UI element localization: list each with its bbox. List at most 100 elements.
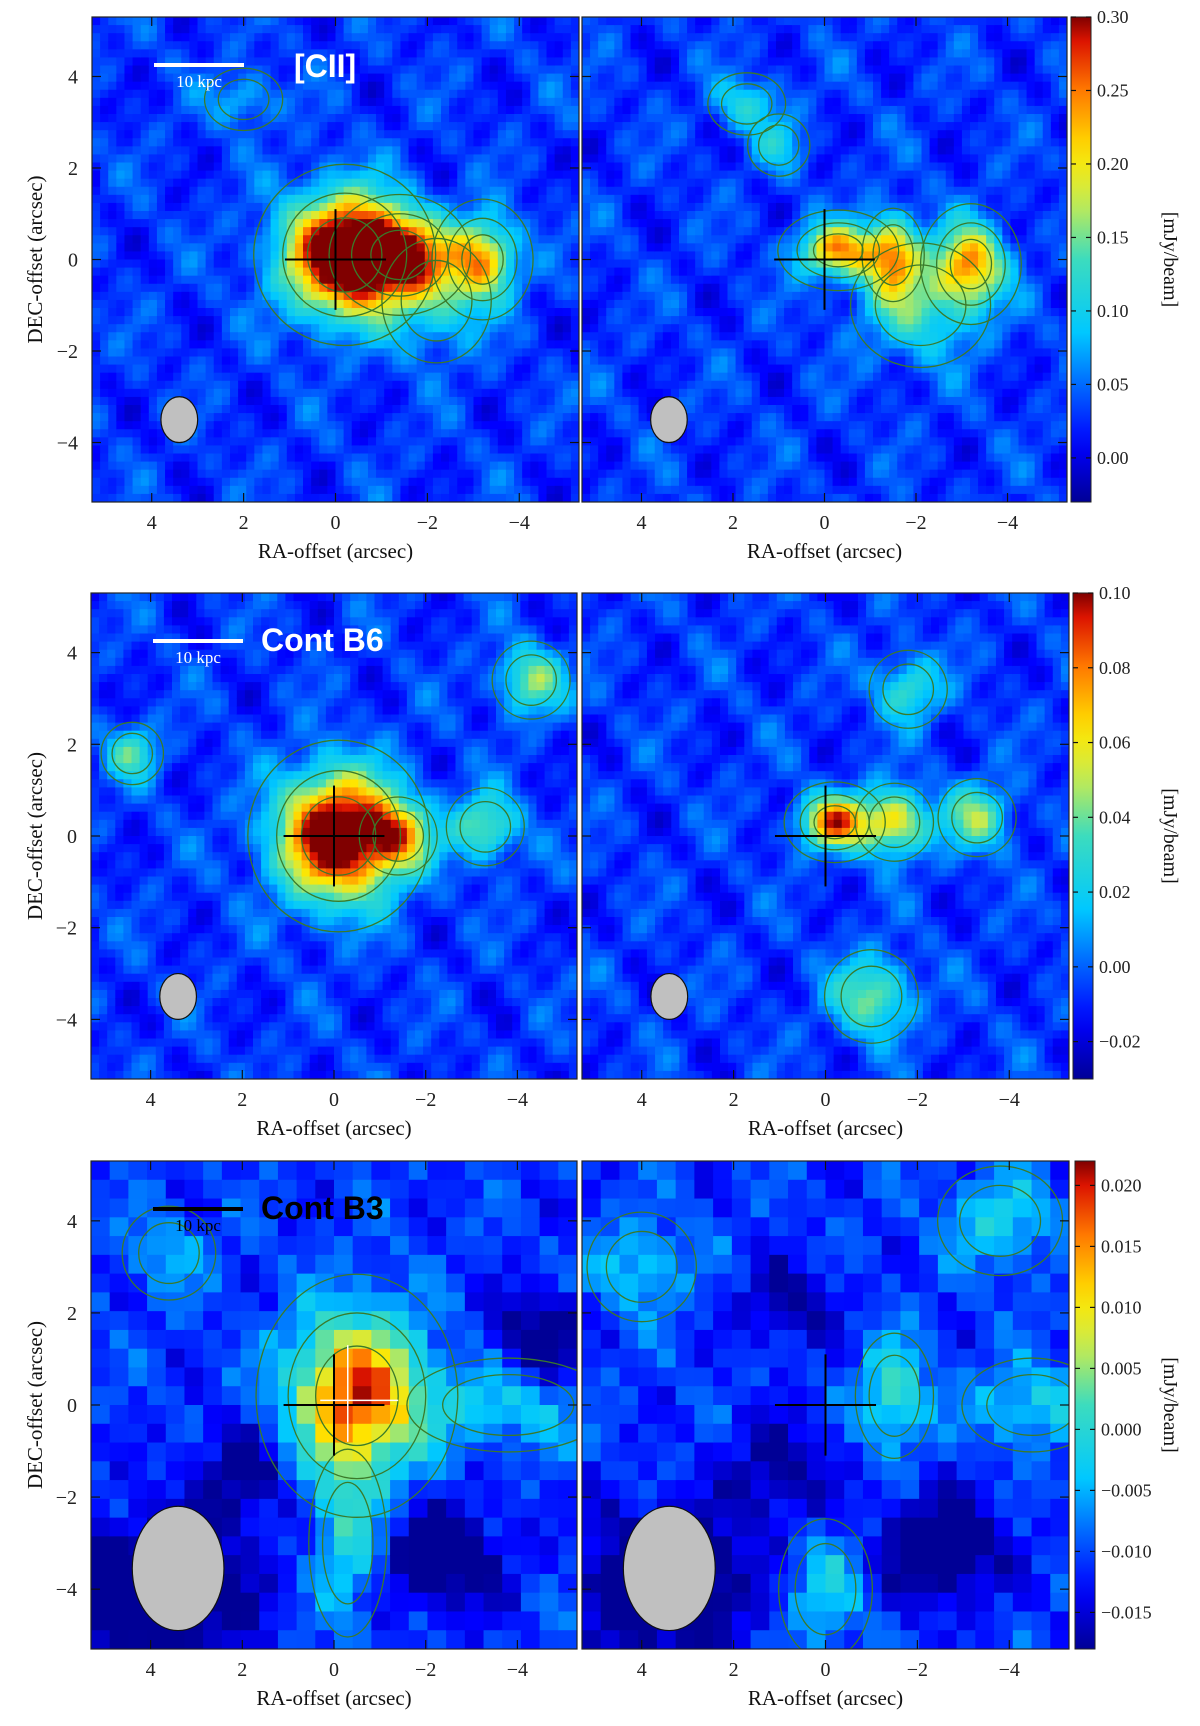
colorbar-tick-label: 0.10	[1097, 301, 1129, 321]
y-tick-label: −2	[57, 341, 78, 363]
colorbar-tick-label: 0.25	[1097, 80, 1129, 100]
y-tick-label: 4	[67, 1211, 77, 1233]
row-0: 4 2 0 −2 −4 4 2 0 −2 −4 RA-offset (arcsec) DEC-offs…	[23, 7, 1181, 563]
colorbar-tick-label: 0.30	[1097, 7, 1129, 27]
colorbar-tick-label: 0.08	[1099, 658, 1131, 678]
contour	[854, 1332, 935, 1460]
beam-ellipse	[622, 1505, 716, 1632]
contour	[400, 259, 473, 342]
x-tick-label: 2	[729, 1659, 739, 1681]
x-tick-label: −4	[997, 512, 1018, 534]
x-tick-label: 4	[147, 512, 157, 534]
contour	[757, 124, 800, 166]
contour	[586, 1211, 698, 1323]
colorbar-tick-label: 0.06	[1099, 733, 1131, 753]
panel-tag: [CII]	[294, 48, 356, 84]
x-axis-label: RA-offset (arcsec)	[748, 1116, 903, 1140]
contour	[986, 1373, 1069, 1437]
y-axis-label: DEC-offset (arcsec)	[23, 752, 47, 920]
contour	[406, 1357, 577, 1453]
colorbar: 0.00 0.05 0.10 0.15 0.20 0.25 0.30 [mJy/beam]	[1070, 7, 1181, 503]
contour	[823, 949, 919, 1044]
x-tick-label: 0	[331, 512, 341, 534]
contour	[308, 1448, 388, 1638]
x-tick-label: −2	[415, 1089, 436, 1111]
x-axis-label: RA-offset (arcsec)	[256, 1686, 411, 1710]
contour	[461, 234, 504, 285]
x-tick-label: −4	[507, 1659, 528, 1681]
colorbar-gradient	[1070, 16, 1092, 503]
beam-ellipse	[159, 972, 198, 1020]
x-tick-label: −2	[417, 512, 438, 534]
intensity-map	[582, 1161, 1069, 1649]
x-axis-label: RA-offset (arcsec)	[748, 1686, 903, 1710]
colorbar-tick-label: 0.000	[1101, 1419, 1142, 1439]
panel-2-left: 4 2 0 −2 −4 4 2 0 −2 −4 RA-offset (arcsec) DEC-offs…	[23, 1160, 578, 1710]
contour	[959, 1184, 1042, 1257]
x-tick-label: −4	[509, 512, 530, 534]
panel-1-right: 4 2 0 −2 −4 RA-offset (arcsec)	[581, 592, 1070, 1140]
contour	[605, 1230, 678, 1303]
colorbar-unit-label: [mJy/beam]	[1159, 212, 1181, 308]
contour	[849, 242, 992, 369]
contour	[282, 192, 408, 318]
colorbar-tick-label: 0.10	[1099, 583, 1131, 603]
panel-2-right: 4 2 0 −2 −4 RA-offset (arcsec)	[581, 1160, 1070, 1710]
contour	[961, 1357, 1069, 1453]
x-tick-label: −2	[415, 1659, 436, 1681]
panel-1-left: 4 2 0 −2 −4 4 2 0 −2 −4 RA-offset (arcsec) DEC-offs…	[23, 592, 578, 1140]
colorbar-tick-label: 0.020	[1101, 1175, 1142, 1195]
x-tick-label: −2	[905, 512, 926, 534]
y-tick-label: −2	[56, 1487, 77, 1509]
contour	[111, 732, 154, 775]
colorbar-tick-label: −0.02	[1099, 1032, 1141, 1052]
y-tick-label: 4	[67, 643, 77, 665]
colorbar-tick-label: 0.010	[1101, 1297, 1142, 1317]
colorbar-unit-label: [mJy/beam]	[1159, 788, 1181, 884]
x-tick-label: 2	[237, 1089, 247, 1111]
contour	[445, 787, 525, 867]
intensity-map	[92, 17, 579, 502]
x-axis-label: RA-offset (arcsec)	[747, 539, 902, 563]
contour	[203, 67, 284, 132]
contour	[868, 1354, 921, 1437]
x-tick-label: 0	[820, 512, 830, 534]
contour	[872, 224, 914, 286]
x-tick-label: 2	[728, 512, 738, 534]
x-tick-label: 4	[146, 1659, 156, 1681]
contour	[937, 778, 1017, 858]
contour	[315, 1345, 399, 1447]
contour	[370, 229, 430, 281]
colorbar-gradient	[1072, 592, 1094, 1080]
x-tick-label: −2	[907, 1089, 928, 1111]
panel-tag: Cont B6	[261, 622, 384, 658]
x-tick-label: 0	[821, 1089, 831, 1111]
contour	[746, 113, 811, 177]
scale-bar-label: 10 kpc	[176, 72, 222, 91]
colorbar-tick-label: 0.04	[1099, 807, 1131, 827]
panel-tag: Cont B3	[261, 1190, 384, 1226]
contour	[778, 1518, 873, 1649]
x-tick-label: 2	[237, 1659, 247, 1681]
y-tick-label: −2	[56, 918, 77, 940]
contour	[247, 739, 431, 933]
contour	[874, 264, 967, 347]
row-1: 4 2 0 −2 −4 4 2 0 −2 −4 RA-offset (arcsec) DEC-offs…	[23, 583, 1181, 1140]
contour	[707, 72, 787, 136]
x-tick-label: 2	[729, 1089, 739, 1111]
scale-bar-label: 10 kpc	[175, 648, 221, 667]
colorbar-tick-label: 0.005	[1101, 1358, 1142, 1378]
y-axis-label: DEC-offset (arcsec)	[23, 175, 47, 343]
contour	[255, 1273, 459, 1518]
colorbar-tick-label: −0.010	[1101, 1541, 1152, 1561]
x-axis-label: RA-offset (arcsec)	[256, 1116, 411, 1140]
panel-0-left: 4 2 0 −2 −4 4 2 0 −2 −4 RA-offset (arcsec) DEC-offs…	[23, 16, 580, 563]
y-tick-label: −4	[56, 1009, 77, 1031]
beam-ellipse	[160, 396, 199, 444]
scale-bar-label: 10 kpc	[175, 1216, 221, 1235]
y-tick-label: 4	[68, 66, 78, 88]
beam-ellipse	[650, 972, 689, 1020]
row-2: 4 2 0 −2 −4 4 2 0 −2 −4 RA-offset (arcsec) DEC-offs…	[23, 1160, 1181, 1710]
colorbar-tick-label: 0.02	[1099, 882, 1131, 902]
